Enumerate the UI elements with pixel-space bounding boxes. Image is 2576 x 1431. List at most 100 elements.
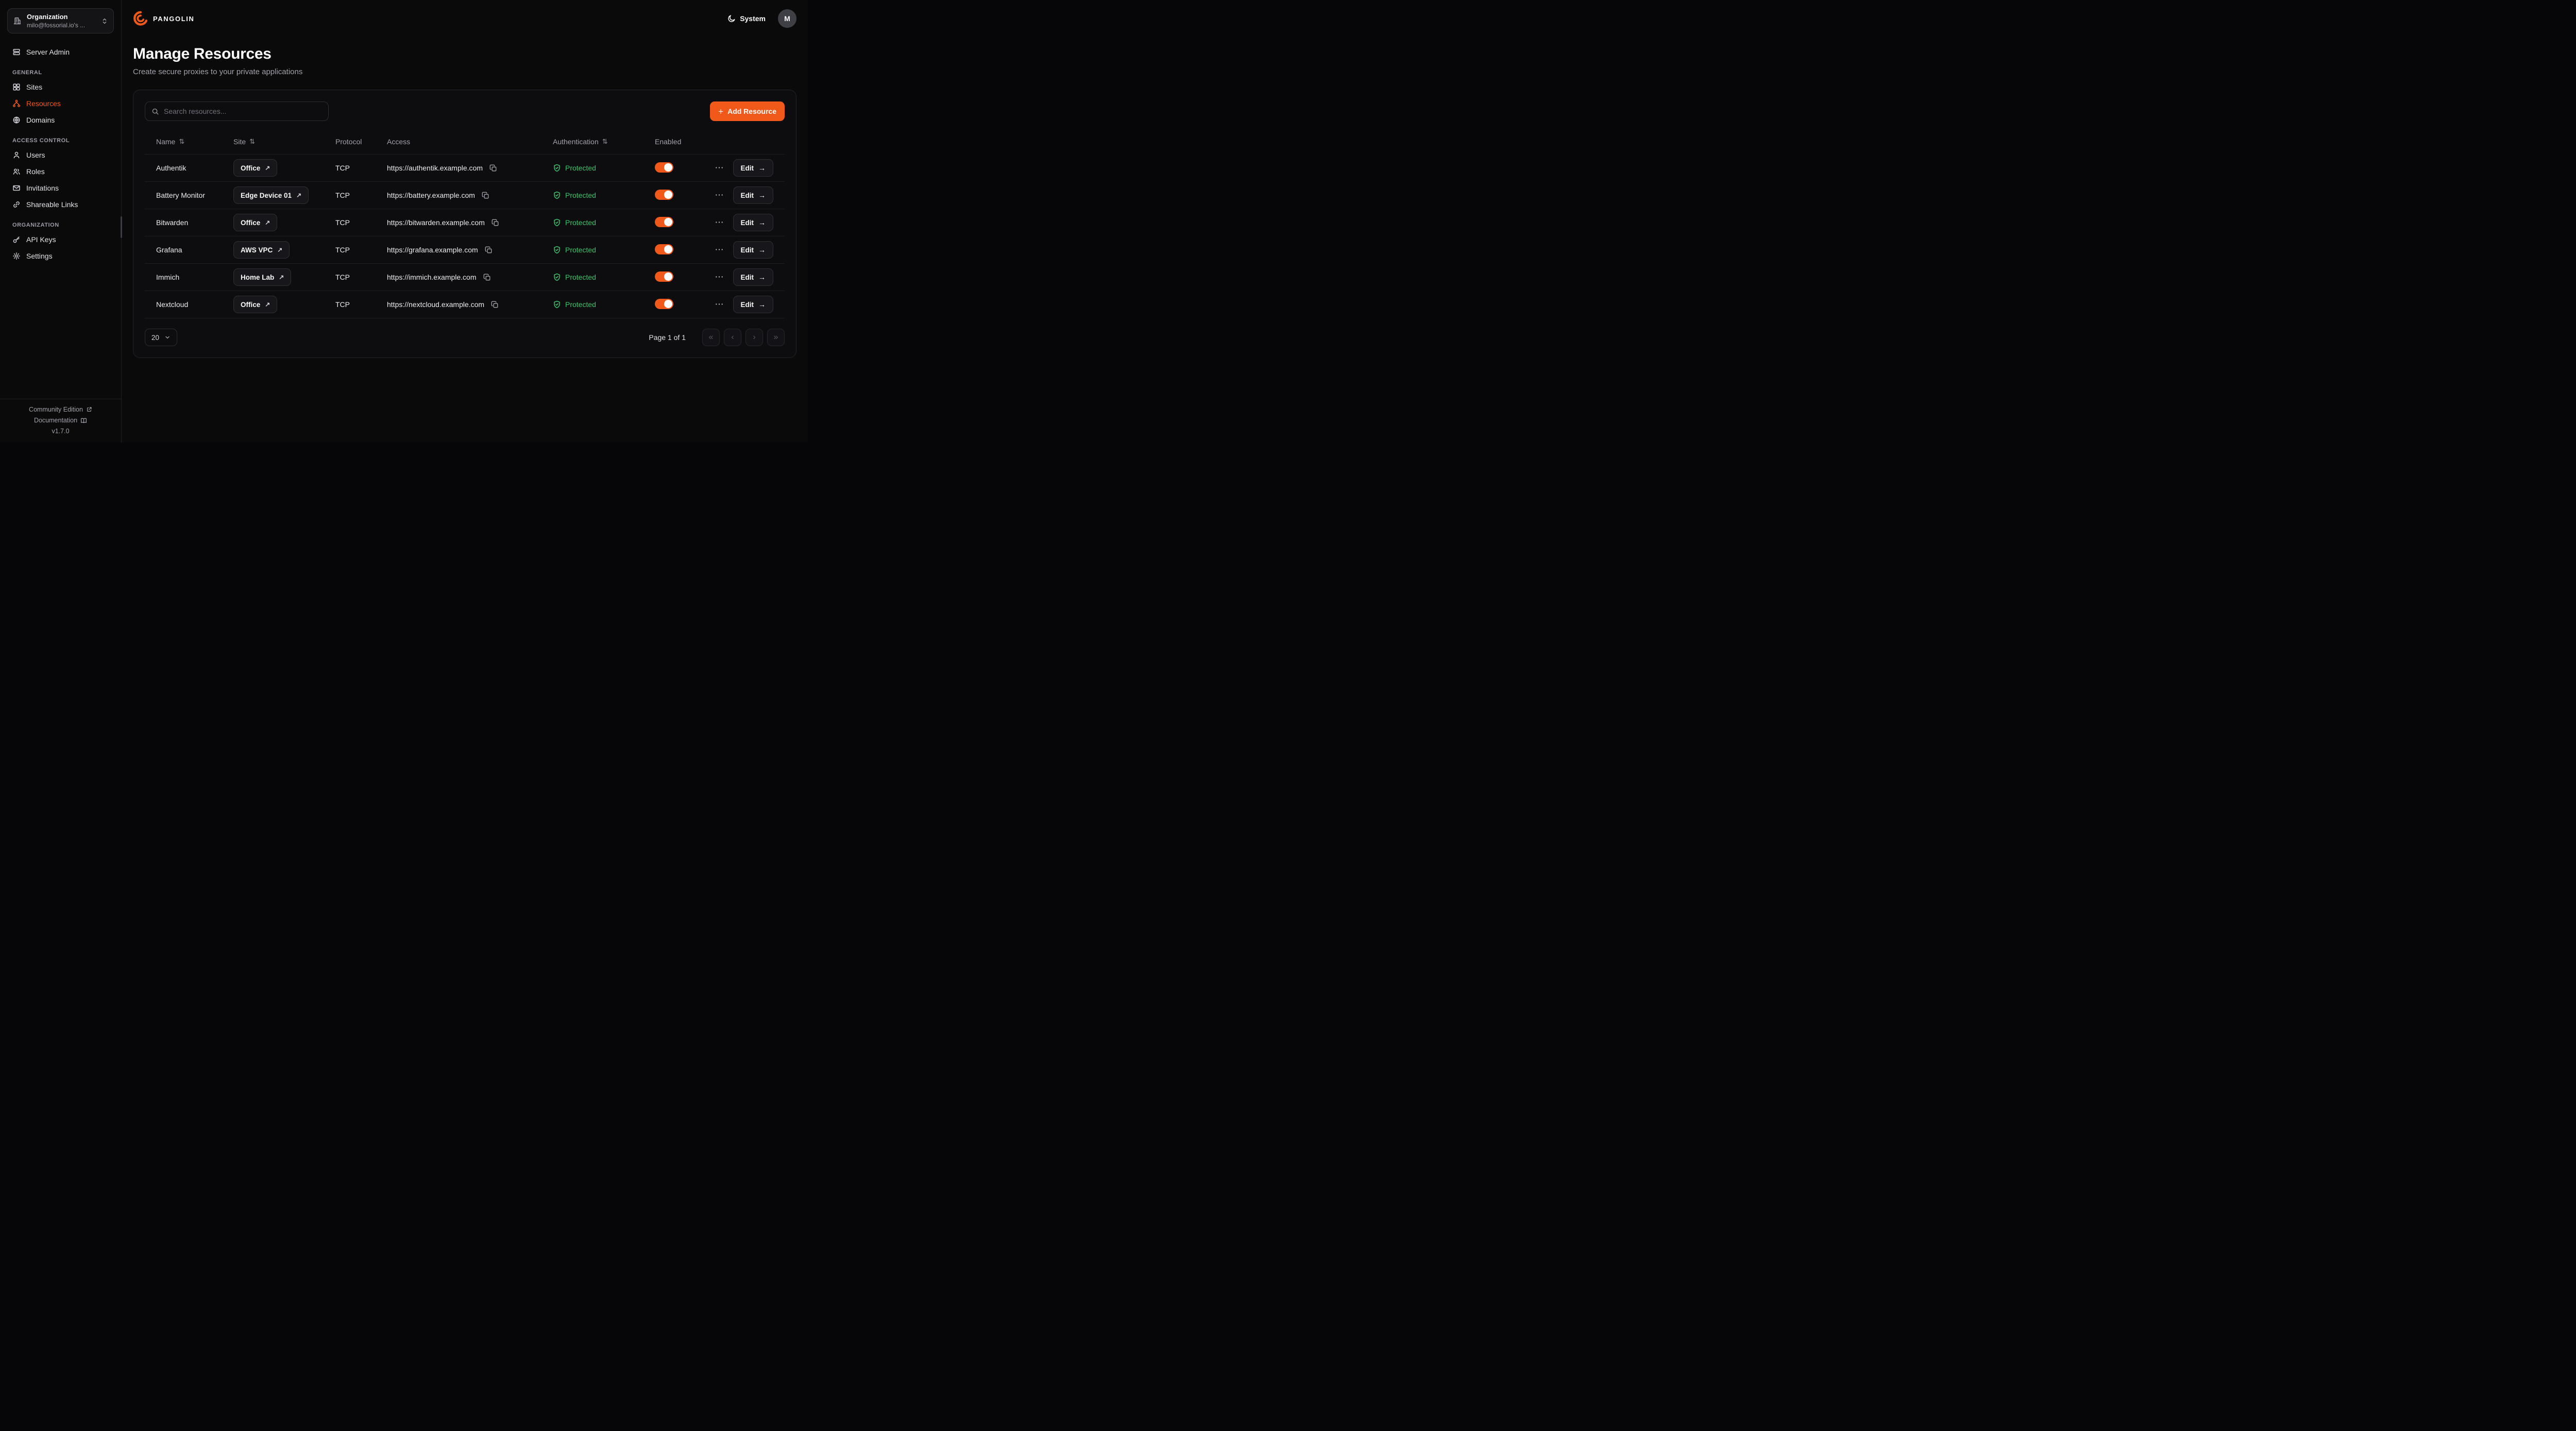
add-resource-button[interactable]: + Add Resource [710,101,785,121]
resource-name: Bitwarden [156,218,189,227]
topbar: PANGOLIN System M [133,0,796,37]
site-link-button[interactable]: Office ↗ [233,214,278,231]
column-header-protocol: Protocol [335,138,362,146]
copy-url-button[interactable] [488,163,498,173]
sidebar-item-invitations[interactable]: Invitations [7,180,114,196]
arrow-right-icon: → [758,164,766,172]
sidebar-nav: Server Admin GENERAL Sites Res [7,44,114,264]
more-actions-button[interactable]: ⋯ [715,217,724,227]
site-link-button[interactable]: AWS VPC ↗ [233,241,290,259]
sites-icon [12,83,21,91]
resources-icon [12,99,21,108]
globe-icon [12,116,21,124]
access-url: https://authentik.example.com [387,164,483,172]
next-page-button[interactable]: › [745,329,763,346]
shield-check-icon [553,164,561,172]
sidebar-item-users[interactable]: Users [7,147,114,163]
more-actions-button[interactable]: ⋯ [715,163,724,173]
copy-url-button[interactable] [490,300,500,310]
page-title: Manage Resources [133,45,272,62]
enabled-toggle[interactable] [655,271,673,282]
external-link-icon: ↗ [265,219,270,226]
sidebar-item-roles[interactable]: Roles [7,163,114,180]
arrow-right-icon: → [758,273,766,281]
sidebar-item-resources[interactable]: Resources [7,95,114,112]
protocol-value: TCP [335,246,350,254]
sidebar-item-shareable-links[interactable]: Shareable Links [7,196,114,213]
card-toolbar: + Add Resource [145,101,785,121]
edit-button[interactable]: Edit → [733,268,773,286]
enabled-toggle[interactable] [655,189,673,200]
more-actions-button[interactable]: ⋯ [715,272,724,282]
brand[interactable]: PANGOLIN [133,11,194,26]
enabled-toggle[interactable] [655,244,673,254]
gear-icon [12,252,21,260]
shield-check-icon [553,300,561,309]
site-name: Home Lab [241,273,275,281]
sidebar-item-settings[interactable]: Settings [7,248,114,264]
copy-url-button[interactable] [484,245,494,255]
enabled-toggle[interactable] [655,216,673,227]
resources-table: Name ⇅ Site ⇅ Protocol Access Authentica… [145,129,785,318]
avatar-initial: M [784,14,790,23]
resource-name: Grafana [156,246,182,254]
more-actions-button[interactable]: ⋯ [715,299,724,309]
edit-button[interactable]: Edit → [733,214,773,231]
community-edition-link[interactable]: Community Edition [29,406,92,413]
more-actions-button[interactable]: ⋯ [715,190,724,200]
auth-status-label: Protected [565,191,596,199]
sidebar-item-label: Sites [26,83,43,91]
copy-url-button[interactable] [482,272,492,282]
enabled-toggle[interactable] [655,298,673,309]
sidebar-item-server-admin[interactable]: Server Admin [7,44,114,60]
site-link-button[interactable]: Office ↗ [233,159,278,177]
resources-card: + Add Resource Name ⇅ Site ⇅ Protocol Ac… [133,90,796,358]
sort-button-name[interactable]: ⇅ [179,138,185,145]
theme-toggle-button[interactable]: System [727,14,766,23]
sort-button-authentication[interactable]: ⇅ [602,138,608,145]
edit-button[interactable]: Edit → [733,186,773,204]
last-page-button[interactable]: » [767,329,785,346]
sidebar-item-domains[interactable]: Domains [7,112,114,128]
edit-button[interactable]: Edit → [733,159,773,177]
page-info: Page 1 of 1 [649,333,686,342]
edit-button[interactable]: Edit → [733,241,773,259]
org-selector[interactable]: Organization milo@fossorial.io's ... [7,8,114,33]
shield-check-icon [553,191,561,199]
enabled-toggle[interactable] [655,162,673,173]
site-link-button[interactable]: Office ↗ [233,296,278,313]
sidebar-item-label: Roles [26,167,45,176]
shield-check-icon [553,246,561,254]
avatar[interactable]: M [778,9,796,28]
edit-label: Edit [740,246,754,254]
table-row: Authentik Office ↗ TCP https://authentik… [145,154,785,181]
brand-name: PANGOLIN [153,14,195,23]
site-link-button[interactable]: Home Lab ↗ [233,268,292,286]
sidebar-item-sites[interactable]: Sites [7,79,114,95]
documentation-link[interactable]: Documentation [34,417,87,424]
edit-button[interactable]: Edit → [733,296,773,313]
toggle-knob [664,272,672,281]
sort-button-site[interactable]: ⇅ [249,138,256,145]
auth-status-label: Protected [565,218,596,227]
more-actions-button[interactable]: ⋯ [715,245,724,254]
copy-url-button[interactable] [490,218,500,228]
protocol-value: TCP [335,191,350,199]
toggle-knob [664,299,672,308]
sidebar-item-label: Shareable Links [26,200,78,209]
search-input[interactable] [164,107,322,115]
community-edition-label: Community Edition [29,406,83,413]
arrow-right-icon: → [758,246,766,254]
org-title: Organization [27,13,68,21]
sidebar-item-api-keys[interactable]: API Keys [7,231,114,248]
first-page-button[interactable]: « [702,329,720,346]
copy-url-button[interactable] [481,191,490,200]
page-size-select[interactable]: 20 [145,329,178,346]
site-link-button[interactable]: Edge Device 01 ↗ [233,186,309,204]
edit-label: Edit [740,191,754,199]
access-url: https://battery.example.com [387,191,475,199]
sidebar-item-label: Domains [26,116,55,124]
previous-page-button[interactable]: ‹ [724,329,741,346]
column-header-name: Name [156,138,176,146]
sidebar-resize-handle[interactable] [121,216,122,238]
